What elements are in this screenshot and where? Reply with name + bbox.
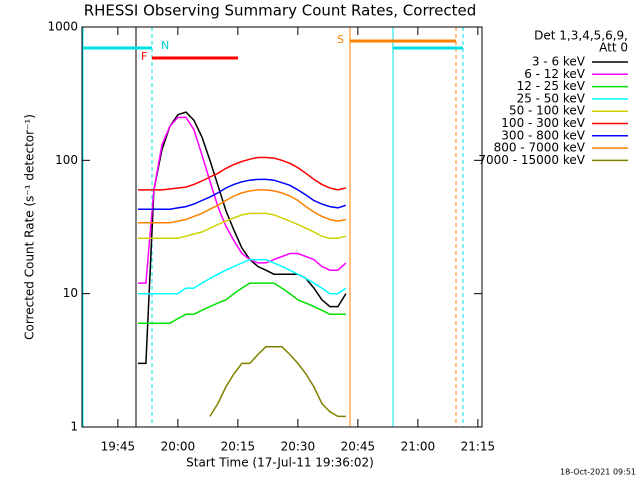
- footer: 18-Oct-2021 09:51: [560, 468, 636, 477]
- series-line: [137, 178, 347, 210]
- x-tick-label: 20:00: [161, 440, 196, 454]
- series-line: [137, 116, 347, 284]
- x-tick-label: 20:45: [341, 440, 376, 454]
- plot-frame: [81, 26, 483, 428]
- x-tick-label: 19:45: [101, 440, 136, 454]
- annotation-label: N: [161, 39, 169, 52]
- legend-label: 300 - 800 keV: [501, 128, 585, 142]
- series-line: [137, 156, 347, 191]
- series-line: [209, 345, 346, 418]
- series-line: [137, 282, 346, 324]
- x-tick-label: 20:30: [281, 440, 316, 454]
- annotation-label: F: [141, 50, 147, 63]
- legend-label: 100 - 300 keV: [501, 116, 585, 130]
- x-tick-label: 21:15: [461, 440, 496, 454]
- legend-label: 6 - 12 keV: [524, 67, 586, 81]
- legend-label: 12 - 25 keV: [517, 79, 586, 93]
- legend-label: 800 - 7000 keV: [494, 141, 586, 155]
- chart-title: RHESSI Observing Summary Count Rates, Co…: [84, 2, 477, 20]
- legend-label: 50 - 100 keV: [509, 104, 586, 118]
- y-tick-label: 1: [70, 420, 78, 434]
- series-line: [137, 212, 347, 240]
- legend-label: 7000 - 15000 keV: [478, 153, 585, 167]
- y-tick-label: 1000: [47, 20, 78, 34]
- x-tick-label: 20:15: [221, 440, 256, 454]
- series-line: [137, 258, 347, 295]
- x-axis-label: Start Time (17-Jul-11 19:36:02): [186, 456, 374, 470]
- legend-header: Att 0: [599, 41, 628, 55]
- legend-label: 3 - 6 keV: [532, 55, 586, 69]
- y-tick-label: 100: [55, 153, 78, 167]
- y-tick-label: 10: [63, 286, 78, 300]
- legend-label: 25 - 50 keV: [517, 91, 586, 105]
- legend-header: Det 1,3,4,5,6,9,: [534, 29, 628, 43]
- series-line: [137, 189, 347, 224]
- y-axis-label: Corrected Count Rate (s⁻¹ detector⁻¹): [23, 114, 37, 340]
- x-tick-label: 21:00: [401, 440, 436, 454]
- annotation-label: S: [337, 33, 344, 46]
